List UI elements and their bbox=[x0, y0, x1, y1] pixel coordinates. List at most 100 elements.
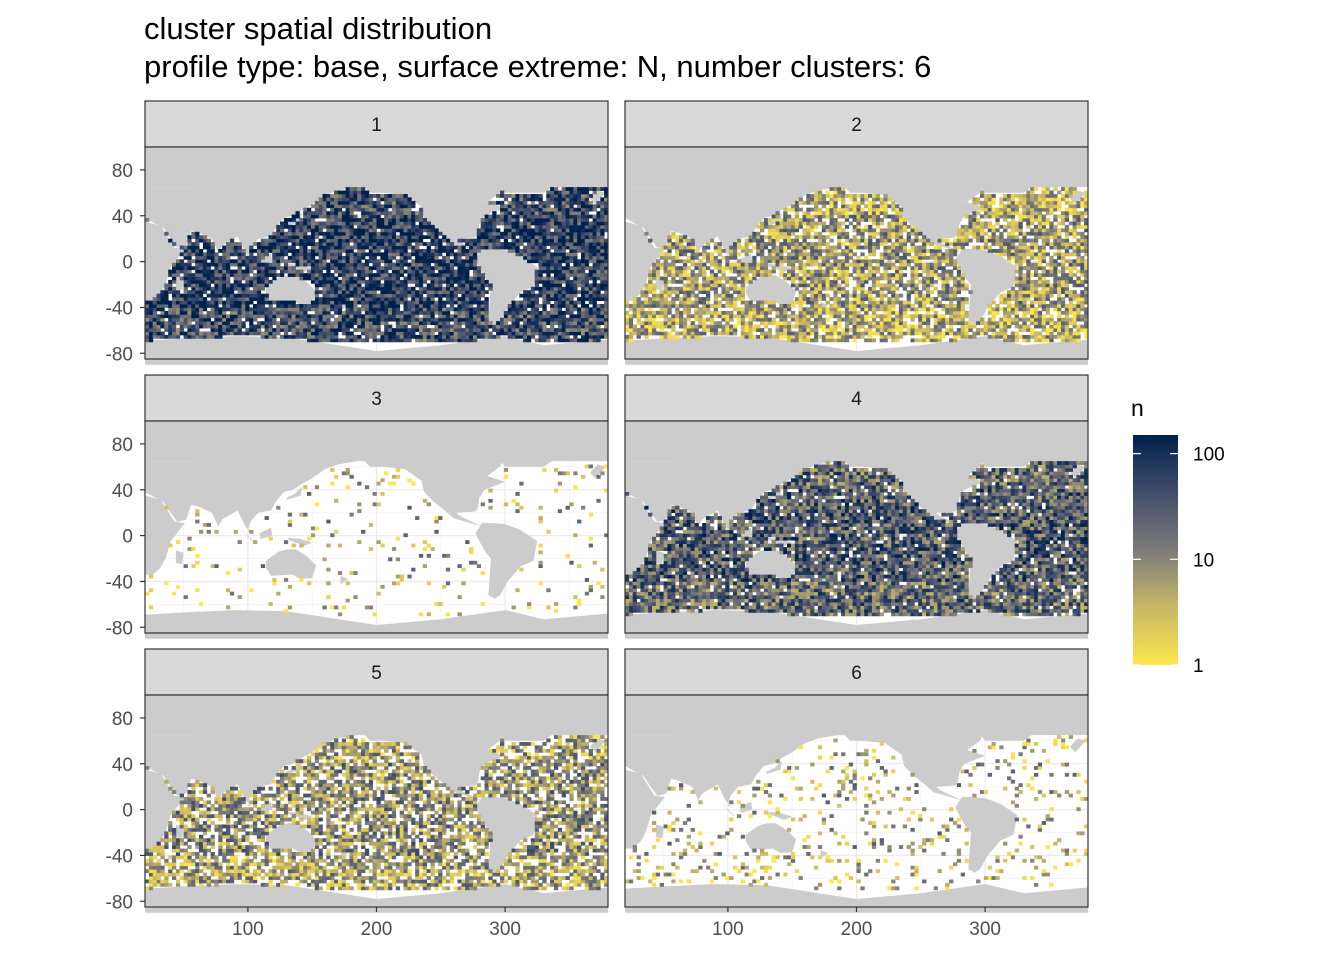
density-cell bbox=[592, 235, 597, 240]
density-cell bbox=[156, 321, 161, 326]
density-cell bbox=[357, 328, 362, 332]
density-cell bbox=[287, 321, 293, 326]
density-cell bbox=[763, 314, 769, 319]
density-cell bbox=[318, 317, 323, 322]
density-cell bbox=[388, 328, 393, 332]
density-cell bbox=[445, 279, 451, 284]
density-cell bbox=[918, 304, 923, 308]
density-cell bbox=[303, 242, 308, 246]
density-cell bbox=[1057, 293, 1062, 298]
density-cell bbox=[527, 297, 532, 301]
density-cell bbox=[457, 286, 462, 291]
density-cell bbox=[415, 273, 420, 277]
density-cell bbox=[1076, 317, 1081, 322]
density-cell bbox=[388, 334, 393, 339]
density-cell bbox=[199, 317, 204, 322]
density-cell bbox=[748, 304, 753, 308]
density-cell bbox=[326, 255, 331, 260]
density-cell bbox=[1003, 297, 1008, 301]
density-cell bbox=[407, 204, 412, 209]
density-cell bbox=[187, 273, 192, 277]
density-cell bbox=[534, 269, 539, 274]
density-cell bbox=[956, 334, 962, 339]
density-cell bbox=[388, 242, 393, 246]
density-cell bbox=[391, 269, 397, 274]
density-cell bbox=[291, 224, 296, 229]
density-cell bbox=[341, 218, 347, 222]
density-cell bbox=[233, 324, 238, 329]
density-cell bbox=[584, 317, 590, 322]
density-cell bbox=[210, 314, 215, 319]
density-cell bbox=[310, 255, 316, 260]
density-cell bbox=[218, 262, 223, 267]
density-cell bbox=[469, 252, 474, 257]
density-cell bbox=[411, 286, 416, 291]
density-cell bbox=[349, 324, 354, 329]
density-cell bbox=[569, 252, 574, 257]
density-cell bbox=[291, 334, 296, 339]
density-cell bbox=[183, 276, 188, 281]
density-cell bbox=[202, 283, 208, 288]
density-cell bbox=[199, 324, 204, 329]
density-cell bbox=[229, 259, 235, 264]
density-cell bbox=[1053, 328, 1058, 332]
density-cell bbox=[307, 262, 312, 267]
density-cell bbox=[326, 290, 331, 295]
density-cell bbox=[515, 317, 520, 322]
density-cell bbox=[565, 328, 570, 332]
density-cell bbox=[476, 266, 482, 271]
density-cell bbox=[430, 255, 435, 260]
density-cell bbox=[422, 317, 428, 322]
density-cell bbox=[922, 300, 927, 305]
density-cell bbox=[457, 262, 462, 267]
density-cell bbox=[577, 238, 582, 243]
density-cell bbox=[473, 273, 478, 277]
density-cell bbox=[442, 259, 447, 264]
density-cell bbox=[588, 273, 593, 277]
density-cell bbox=[353, 314, 358, 319]
density-cell bbox=[569, 307, 574, 312]
density-cell bbox=[361, 269, 366, 274]
density-cell bbox=[229, 328, 235, 332]
density-cell bbox=[480, 224, 485, 229]
density-cell bbox=[195, 283, 200, 288]
density-cell bbox=[156, 297, 161, 301]
density-cell bbox=[202, 317, 208, 322]
density-cell bbox=[168, 324, 173, 329]
density-cell bbox=[148, 314, 154, 319]
density-cell bbox=[345, 194, 350, 198]
density-cell bbox=[438, 297, 443, 301]
density-cell bbox=[600, 331, 605, 336]
density-cell bbox=[395, 279, 401, 284]
density-cell bbox=[557, 314, 563, 319]
density-cell bbox=[361, 252, 366, 257]
density-cell bbox=[187, 266, 192, 271]
density-cell bbox=[922, 314, 927, 319]
density-cell bbox=[557, 338, 563, 343]
density-cell bbox=[902, 304, 908, 308]
density-cell bbox=[848, 321, 854, 326]
density-cell bbox=[565, 228, 570, 233]
density-cell bbox=[206, 304, 211, 308]
density-cell bbox=[581, 214, 586, 219]
density-cell bbox=[573, 293, 578, 298]
density-cell bbox=[592, 276, 597, 281]
density-cell bbox=[748, 328, 753, 332]
density-cell bbox=[187, 235, 192, 240]
density-cell bbox=[407, 231, 412, 236]
density-cell bbox=[953, 331, 958, 336]
density-cell bbox=[802, 328, 807, 332]
density-cell bbox=[554, 338, 559, 343]
density-cell bbox=[299, 317, 304, 322]
density-cell bbox=[272, 235, 277, 240]
density-cell bbox=[671, 334, 676, 339]
density-cell bbox=[314, 297, 320, 301]
density-cell bbox=[604, 317, 609, 322]
density-cell bbox=[280, 317, 285, 322]
density-cell bbox=[388, 338, 393, 343]
density-cell bbox=[191, 249, 196, 253]
density-cell bbox=[956, 321, 962, 326]
density-cell bbox=[821, 321, 827, 326]
density-cell bbox=[434, 300, 439, 305]
density-cell bbox=[1084, 300, 1089, 305]
